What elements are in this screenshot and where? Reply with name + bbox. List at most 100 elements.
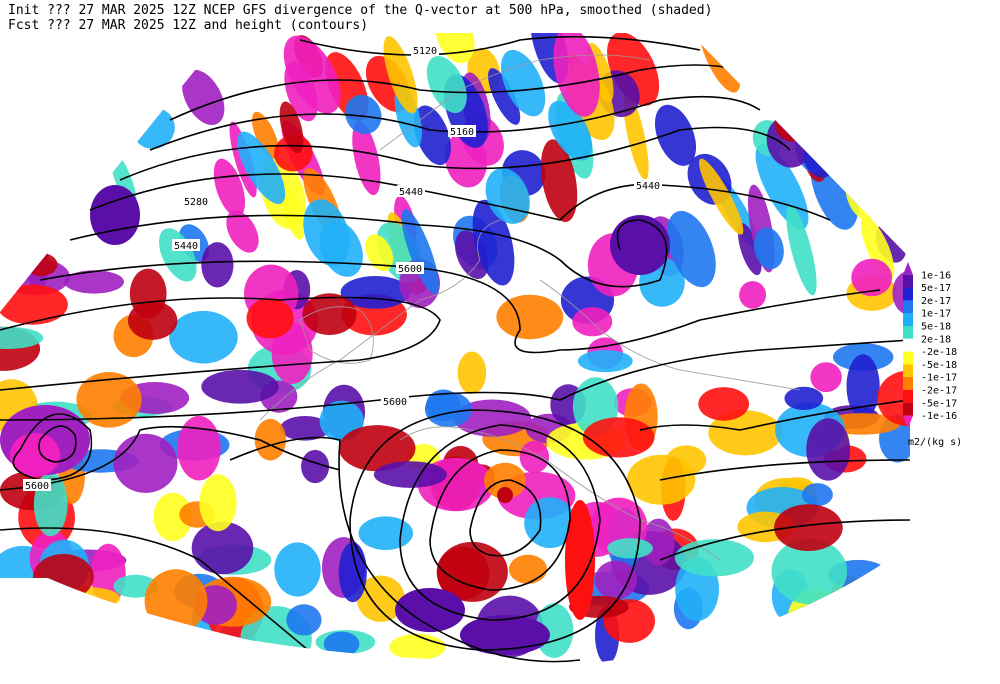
shading-blob [301,449,330,484]
shading-blob [373,461,447,488]
shading-feature [610,215,670,275]
contour [89,173,831,221]
colorbar-swatch [903,364,913,378]
contour-label: 5600 [398,264,422,275]
contour [0,527,321,661]
shading-feature [460,615,550,655]
contour-label-box [172,239,200,251]
shading-blob [280,416,330,441]
colorbar-label: -1e-16 [921,411,957,422]
shading-blob [774,504,843,551]
shading-blob [128,301,178,340]
colorbar-swatch [903,351,913,365]
colorbar-swatch [903,390,913,403]
shading-blob [21,138,60,212]
shading-blob [883,645,910,663]
colorbar-swatch [903,313,913,326]
shading-blob [666,210,716,288]
contour-label: 5600 [383,397,407,408]
shading-blob [279,101,304,154]
shading-blob [453,399,532,437]
shading-blob [352,121,381,196]
shading-blob [732,633,769,659]
contour-labels: 5120 5160 5280 5440 5440 5600 5440 5600 5600 [23,44,662,492]
shading-blob [286,604,322,636]
shading-blob [153,492,192,542]
shading-blob [0,284,68,325]
coastline [539,279,801,391]
shading-feature [90,185,140,245]
shading-blob [24,253,58,276]
shading-blob [237,131,286,204]
colorbar-label: -5e-18 [921,360,957,371]
shading-blob [500,49,546,117]
shading-blob [548,100,593,161]
colorbar-label: 2e-18 [921,334,951,345]
colorbar-arrow [903,415,913,429]
contour-label-box [448,125,476,137]
shading-blob [254,418,287,461]
shading-blob [274,542,321,597]
shading-blob [519,440,550,474]
coastline [399,426,721,561]
contour [119,126,791,181]
colorbar-swatch [903,300,913,314]
shading-blob [877,135,910,198]
shading-blob [251,111,279,160]
colorbar-swatch [903,338,913,352]
shading-blob [806,418,851,481]
shading-blob [201,242,234,288]
shading-blob [0,326,44,349]
contour [149,95,761,151]
contour [38,425,77,463]
contour-label: 5440 [399,187,423,198]
shading-blob [861,216,895,279]
colorbar-label: -5e-17 [921,398,957,409]
shading-blob [771,538,848,605]
header-line-2: Fcst ??? 27 MAR 2025 12Z and height (con… [8,18,368,33]
contour [12,413,93,481]
shading-blob [401,209,439,295]
colorbar-swatch [903,377,913,390]
colorbar-label: -2e-17 [921,386,957,397]
shading-blob [607,538,653,559]
shading-blob [37,166,73,222]
contour [659,519,910,561]
height-contours [0,35,910,663]
shading-blob [553,33,600,117]
contour [659,459,910,481]
shading-blob [703,639,781,663]
shading-blob [22,142,68,220]
contour [69,214,668,288]
shading-blob [27,621,84,648]
shading-blob [383,36,418,114]
contour [39,260,881,354]
shading-blob [810,362,842,393]
contour-label-box [397,185,425,197]
contour-label: 5280 [184,197,208,208]
shading-blob [345,94,382,135]
shading-blob [213,158,246,218]
shading-feature [497,487,513,503]
colorbar-label: 1e-16 [921,270,951,281]
shading-blob [496,294,564,340]
shading-blob [76,372,142,428]
coastline [259,219,501,421]
shading-blob [825,33,870,83]
shading-blob [642,518,675,566]
shading-blob [582,417,655,458]
colorbar-swatch [903,274,913,288]
shading-blob [594,560,638,600]
shading-blob [457,351,487,395]
shading-blob [113,433,178,493]
colorbar-label: 2e-17 [921,296,951,307]
shading-blob [698,387,750,421]
colorbar-swatch [903,287,913,301]
shading-blob [302,293,357,336]
contour-label-box [182,195,210,207]
shading-blob [801,483,833,507]
colorbar-label: 5e-18 [921,322,951,333]
shading-blob [739,281,767,309]
